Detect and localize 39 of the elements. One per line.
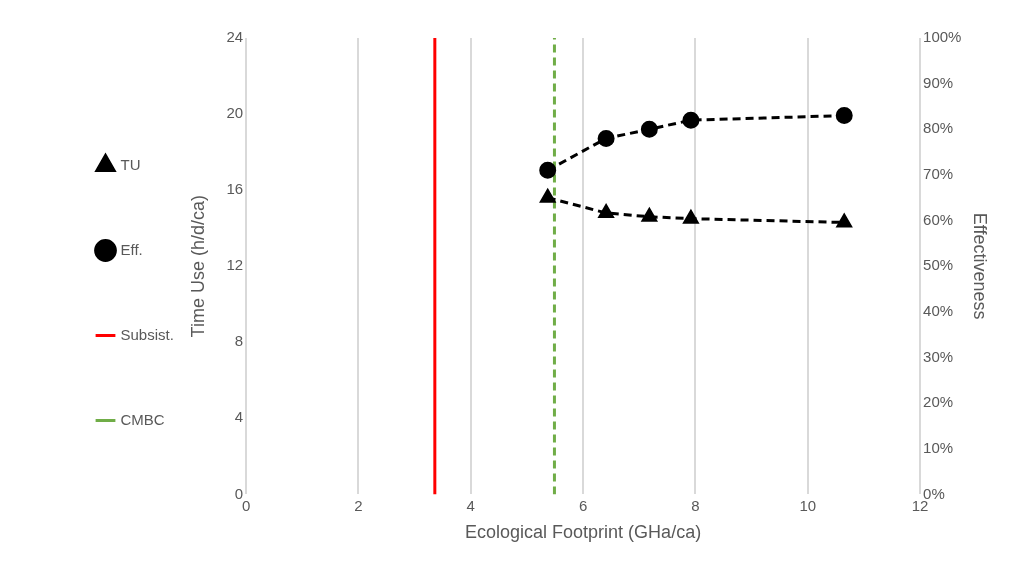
y2-tick-label: 70% (923, 165, 954, 183)
y2-tick-label: 80% (923, 119, 954, 137)
y-tick-label: 20 (226, 104, 244, 122)
y2-axis-title: Effectiveness (970, 212, 991, 320)
point (836, 213, 852, 228)
point (640, 120, 658, 138)
y2-tick-label: 10% (923, 438, 954, 456)
point (682, 111, 700, 129)
legend-label: Subsist. (120, 325, 174, 343)
y-tick-label: 8 (234, 332, 244, 350)
y-tick-label: 4 (234, 408, 244, 426)
y-axis-title: Time Use (h/d/ca) (187, 195, 208, 338)
x-tick-label: 4 (466, 496, 475, 514)
legend-label: CMBC (120, 410, 165, 428)
x-tick-label: 10 (799, 496, 817, 514)
y-tick-label: 16 (226, 180, 244, 198)
point (835, 107, 853, 125)
legend-label: TU (120, 155, 141, 173)
point (540, 189, 556, 203)
y-tick-label: 24 (226, 28, 244, 46)
y2-tick-label: 20% (923, 393, 954, 411)
legend-label: Eff. (120, 240, 143, 258)
x-tick-label: 2 (354, 496, 363, 514)
y2-tick-label: 40% (923, 301, 954, 319)
y-tick-label: 0 (234, 484, 244, 502)
point (641, 208, 657, 222)
x-tick-label: 8 (691, 496, 700, 514)
x-axis-title: Ecological Footprint (GHa/ca) (465, 522, 702, 543)
y2-tick-label: 100% (923, 28, 962, 46)
y2-tick-label: 60% (923, 210, 954, 228)
y2-tick-label: 90% (923, 73, 954, 91)
point (597, 129, 615, 147)
y2-tick-label: 50% (923, 256, 954, 274)
point (598, 204, 614, 218)
point (683, 210, 699, 224)
y-tick-label: 12 (226, 256, 244, 274)
y2-tick-label: 30% (923, 347, 954, 365)
point (539, 161, 557, 179)
x-tick-label: 6 (578, 496, 588, 514)
